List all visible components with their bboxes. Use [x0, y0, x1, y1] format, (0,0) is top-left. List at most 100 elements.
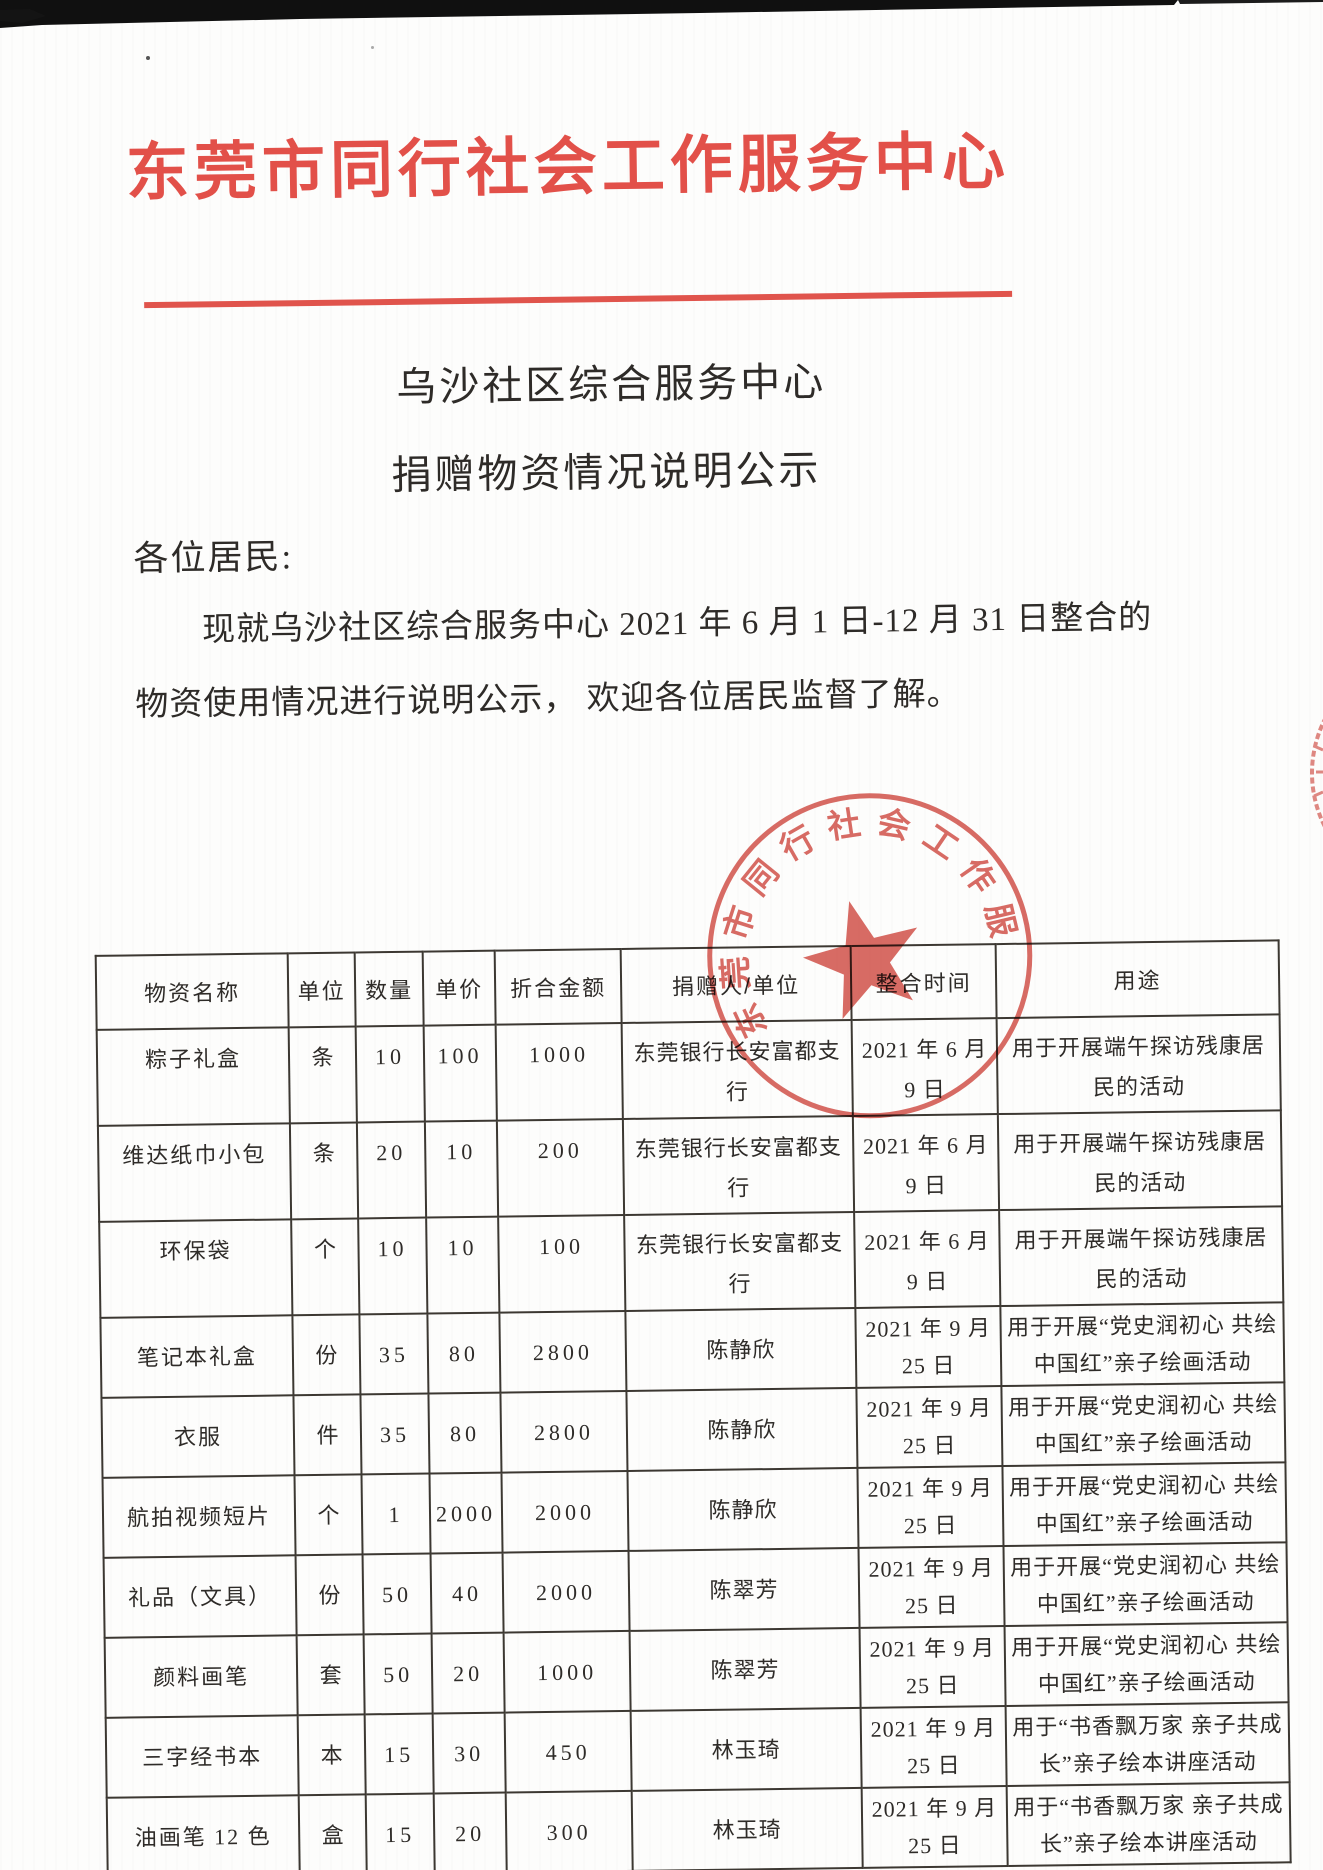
- cell-item-name: 三字经书本: [105, 1715, 299, 1798]
- svg-text:东莞市同行社会工作服务中心: 东莞市同行社会工作服务中心: [691, 777, 1030, 1045]
- cell-usage: 用于开展端午探访残康居民的活动: [999, 1206, 1284, 1307]
- cell-unit-price: 80: [427, 1312, 501, 1394]
- cell-date: 2021 年 9 月 25 日: [859, 1626, 1006, 1708]
- cell-unit: 件: [293, 1394, 362, 1476]
- col-header-unit-price: 单价: [422, 950, 496, 1026]
- organization-letterhead-title: 东莞市同行社会工作服务中心: [125, 126, 1011, 209]
- table-row: 衣服件 35 80 2800 陈静欣 2021 年 9 月 25 日用于开展“党史润初心 …: [101, 1382, 1286, 1478]
- table-row: 颜料画笔套 50 20 1000 陈翠芳 2021 年 9 月 25 日用于开展“党史润初…: [104, 1622, 1289, 1718]
- cell-donor: 陈翠芳: [628, 1547, 860, 1631]
- cell-date: 2021 年 9 月 25 日: [857, 1466, 1004, 1548]
- cell-item-name: 环保袋: [99, 1219, 293, 1318]
- cell-item-name: 维达纸巾小包: [97, 1123, 292, 1222]
- partial-seal-fragment: [1310, 718, 1323, 828]
- scan-speck: [146, 56, 150, 60]
- cell-unit-price: 40: [430, 1552, 504, 1634]
- cell-usage: 用于开展“党史润初心 共绘中国红”亲子绘画活动: [1003, 1542, 1288, 1627]
- seal-ring-text: 东莞市同行社会工作服务中心: [691, 777, 1030, 1045]
- body-text-line: 现就乌沙社区综合服务中心 2021 年 6 月 1 日-12 月 31 日整合的: [201, 600, 1153, 649]
- letterhead-divider-rule: [144, 290, 1013, 309]
- cell-quantity: 20: [356, 1121, 427, 1219]
- notice-title-line2: 捐赠物资情况说明公示: [391, 447, 822, 498]
- cell-amount: 2800: [500, 1390, 628, 1473]
- table-body: 粽子礼盒条 10 100 1000 东莞银行长安富都支行 2021 年 6 月 9 日用于…: [96, 1014, 1291, 1870]
- cell-donor: 陈翠芳: [629, 1627, 861, 1711]
- cell-item-name: 航拍视频短片: [102, 1475, 296, 1558]
- cell-unit: 条: [289, 1122, 359, 1220]
- cell-amount: 100: [498, 1214, 626, 1313]
- cell-date: 2021 年 6 月 9 日: [854, 1210, 1001, 1308]
- table-row: 环保袋个 10 10 100 东莞银行长安富都支行 2021 年 6 月 9 日用于开展端…: [99, 1206, 1284, 1318]
- cell-usage: 用于开展“党史润初心 共绘中国红”亲子绘画活动: [1000, 1302, 1285, 1387]
- table-row: 维达纸巾小包条 20 10 200 东莞银行长安富都支行 2021 年 6 月 9 日用于…: [97, 1110, 1283, 1222]
- cell-item-name: 油画笔 12 色: [106, 1795, 300, 1870]
- cell-unit: 份: [295, 1554, 364, 1636]
- cell-unit: 份: [292, 1314, 361, 1396]
- cell-donor: 陈静欣: [625, 1307, 857, 1391]
- cell-usage: 用于开展“党史润初心 共绘中国红”亲子绘画活动: [1002, 1462, 1287, 1547]
- cell-unit-price: 20: [433, 1792, 507, 1870]
- col-header-unit: 单位: [287, 952, 356, 1028]
- cell-quantity: 15: [365, 1793, 435, 1870]
- cell-item-name: 礼品（文具）: [103, 1555, 297, 1638]
- seal-star-icon: [803, 901, 918, 1019]
- cell-donor: 林玉琦: [630, 1707, 862, 1791]
- cell-amount: 1000: [495, 1022, 623, 1121]
- cell-donor: 陈静欣: [626, 1387, 858, 1471]
- cell-item-name: 粽子礼盒: [96, 1027, 290, 1126]
- cell-quantity: 35: [360, 1393, 430, 1475]
- table-row: 航拍视频短片个 1 2000 2000 陈静欣 2021 年 9 月 25 日用于开展“党…: [102, 1462, 1287, 1558]
- cell-quantity: 50: [362, 1553, 432, 1635]
- cell-unit: 盒: [298, 1794, 367, 1870]
- table-row: 礼品（文具）份 50 40 2000 陈翠芳 2021 年 9 月 25 日用于开展“党史…: [103, 1542, 1288, 1638]
- cell-quantity: 10: [358, 1217, 428, 1315]
- cell-amount: 1000: [503, 1630, 631, 1713]
- cell-unit: 条: [288, 1026, 357, 1124]
- cell-date: 2021 年 9 月 25 日: [860, 1706, 1007, 1788]
- cell-quantity: 1: [361, 1473, 431, 1555]
- cell-donor: 陈静欣: [627, 1467, 859, 1551]
- cell-date: 2021 年 9 月 25 日: [861, 1786, 1008, 1868]
- cell-donor: 东莞银行长安富都支行: [624, 1211, 856, 1311]
- cell-usage: 用于“书香飘万家 亲子共成长”亲子绘本讲座活动: [1006, 1782, 1291, 1867]
- cell-usage: 用于开展“党史润初心 共绘中国红”亲子绘画活动: [1004, 1622, 1289, 1707]
- cell-unit: 本: [297, 1714, 366, 1796]
- cell-date: 2021 年 9 月 25 日: [858, 1546, 1005, 1628]
- cell-unit: 个: [294, 1474, 363, 1556]
- cell-amount: 200: [496, 1118, 625, 1217]
- cell-item-name: 笔记本礼盒: [100, 1315, 294, 1398]
- cell-amount: 2000: [501, 1470, 629, 1553]
- cell-amount: 300: [505, 1790, 633, 1870]
- cell-unit-price: 20: [431, 1632, 505, 1714]
- cell-unit-price: 100: [423, 1024, 497, 1122]
- scan-artifact-top-bar: [0, 0, 1323, 28]
- cell-quantity: 35: [359, 1313, 429, 1395]
- table-row: 油画笔 12 色盒 15 20 300 林玉琦 2021 年 9 月 25 日用于“书香飘…: [106, 1782, 1291, 1870]
- cell-quantity: 15: [364, 1713, 434, 1795]
- scan-speck: [371, 46, 374, 49]
- cell-item-name: 颜料画笔: [104, 1635, 298, 1718]
- cell-amount: 2800: [499, 1310, 627, 1393]
- col-header-quantity: 数量: [354, 951, 424, 1027]
- cell-donor: 林玉琦: [631, 1787, 863, 1870]
- cell-quantity: 50: [363, 1633, 433, 1715]
- cell-date: 2021 年 9 月 25 日: [856, 1386, 1003, 1468]
- table-row: 笔记本礼盒份 35 80 2800 陈静欣 2021 年 9 月 25 日用于开展“党史润…: [100, 1302, 1285, 1398]
- col-header-item-name: 物资名称: [95, 953, 289, 1030]
- col-header-amount: 折合金额: [494, 948, 622, 1025]
- cell-unit-price: 10: [424, 1120, 499, 1218]
- cell-quantity: 10: [355, 1025, 425, 1123]
- donation-items-table: 物资名称 单位 数量 单价 折合金额 捐赠人/单位 整合时间 用途 粽子礼盒条 1…: [95, 939, 1292, 1870]
- cell-usage: 用于“书香飘万家 亲子共成长”亲子绘本讲座活动: [1005, 1702, 1290, 1787]
- cell-usage: 用于开展“党史润初心 共绘中国红”亲子绘画活动: [1001, 1382, 1286, 1467]
- salutation: 各位居民:: [133, 537, 294, 579]
- table-row: 粽子礼盒条 10 100 1000 东莞银行长安富都支行 2021 年 6 月 9 日用于…: [96, 1014, 1281, 1126]
- cell-unit: 套: [296, 1634, 365, 1716]
- cell-unit: 个: [291, 1218, 360, 1316]
- notice-body-paragraph: 现就乌沙社区综合服务中心 2021 年 6 月 1 日-12 月 31 日整合的…: [134, 581, 1153, 742]
- cell-item-name: 衣服: [101, 1395, 295, 1478]
- body-text-line: 物资使用情况进行说明公示， 欢迎各位居民监督了解。: [135, 676, 961, 724]
- cell-unit-price: 2000: [429, 1472, 503, 1554]
